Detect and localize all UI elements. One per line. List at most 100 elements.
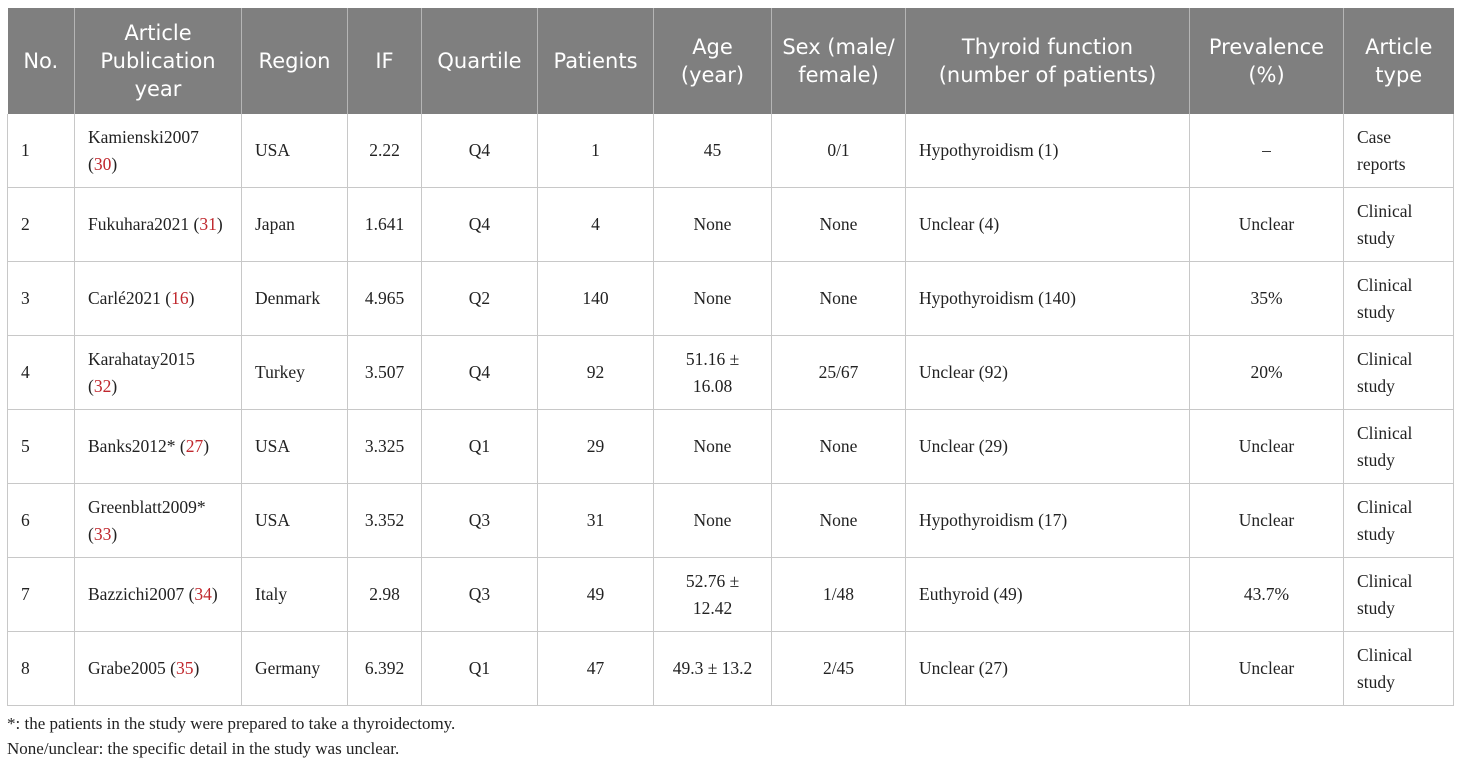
cell-prevalence: Unclear [1189,483,1344,558]
table-row: 6 Greenblatt2009* (33) USA 3.352 Q3 31 None Non… [7,483,1454,558]
data-table: No. Article Publication year Region IF Q… [7,8,1454,706]
cell-thyroid-function: Unclear (92) [905,335,1190,410]
header-cell: Article type [1343,8,1454,114]
cell-sex: None [771,261,906,336]
cell-age: 45 [653,114,772,188]
cell-prevalence: 20% [1189,335,1344,410]
cell-article-type: Clinical study [1343,631,1454,706]
article-name: Grabe2005 [88,658,166,678]
reference-link[interactable]: 35 [175,658,194,678]
cell-if: 1.641 [347,187,422,262]
cell-patients: 140 [537,261,654,336]
reference-link[interactable]: 34 [194,584,212,604]
cell-article-type: Clinical study [1343,335,1454,410]
cell-age: 52.76 ± 12.42 [653,557,772,632]
table-row: 3 Carlé2021 (16) Denmark 4.965 Q2 140 None None… [7,261,1454,336]
cell-region: Germany [241,631,348,706]
header-row: No. Article Publication year Region IF Q… [7,8,1454,114]
cell-thyroid-function: Unclear (27) [905,631,1190,706]
cell-article: Kamienski2007 (30) [74,114,242,188]
cell-age: None [653,483,772,558]
cell-prevalence: 35% [1189,261,1344,336]
reference-link[interactable]: 31 [199,214,217,234]
cell-age: None [653,261,772,336]
cell-region: USA [241,409,348,484]
cell-prevalence: – [1189,114,1344,188]
cell-article-type: Clinical study [1343,261,1454,336]
cell-sex: 2/45 [771,631,906,706]
cell-prevalence: Unclear [1189,187,1344,262]
table-body: 1 Kamienski2007 (30) USA 2.22 Q4 1 45 0/1 Hypoth… [7,114,1454,706]
cell-no: 7 [7,557,75,632]
cell-sex: None [771,187,906,262]
cell-article: Fukuhara2021 (31) [74,187,242,262]
cell-article: Bazzichi2007 (34) [74,557,242,632]
cell-no: 3 [7,261,75,336]
cell-thyroid-function: Unclear (29) [905,409,1190,484]
cell-if: 2.22 [347,114,422,188]
cell-no: 6 [7,483,75,558]
cell-article-type: Clinical study [1343,409,1454,484]
header-cell: IF [347,8,422,114]
cell-prevalence: 43.7% [1189,557,1344,632]
article-name: Fukuhara2021 [88,214,190,234]
cell-if: 4.965 [347,261,422,336]
reference-link[interactable]: 16 [171,288,189,308]
table-row: 1 Kamienski2007 (30) USA 2.22 Q4 1 45 0/1 Hypoth… [7,114,1454,188]
table-container: No. Article Publication year Region IF Q… [7,8,1454,706]
table-row: 2 Fukuhara2021 (31) Japan 1.641 Q4 4 None None U… [7,187,1454,262]
cell-thyroid-function: Euthyroid (49) [905,557,1190,632]
article-name: Banks2012* [88,436,176,456]
cell-patients: 92 [537,335,654,410]
cell-quartile: Q3 [421,483,538,558]
cell-patients: 49 [537,557,654,632]
header-cell: Quartile [421,8,538,114]
header-cell: Patients [537,8,654,114]
cell-article: Greenblatt2009* (33) [74,483,242,558]
cell-if: 3.325 [347,409,422,484]
reference-link[interactable]: 30 [93,153,112,174]
cell-article-type: Case reports [1343,114,1454,188]
cell-no: 4 [7,335,75,410]
header-cell: Prevalence (%) [1189,8,1344,114]
cell-thyroid-function: Hypothyroidism (1) [905,114,1190,188]
cell-patients: 29 [537,409,654,484]
cell-article: Carlé2021 (16) [74,261,242,336]
cell-sex: 0/1 [771,114,906,188]
cell-quartile: Q4 [421,114,538,188]
table-row: 5 Banks2012* (27) USA 3.325 Q1 29 None None Uncl… [7,409,1454,484]
cell-quartile: Q4 [421,335,538,410]
cell-age: 51.16 ± 16.08 [653,335,772,410]
cell-no: 2 [7,187,75,262]
cell-quartile: Q2 [421,261,538,336]
reference-link[interactable]: 33 [93,523,112,544]
cell-no: 5 [7,409,75,484]
cell-patients: 1 [537,114,654,188]
cell-if: 3.352 [347,483,422,558]
cell-article-type: Clinical study [1343,557,1454,632]
cell-region: Italy [241,557,348,632]
cell-prevalence: Unclear [1189,631,1344,706]
cell-article-type: Clinical study [1343,187,1454,262]
cell-sex: None [771,409,906,484]
reference-link[interactable]: 27 [185,436,204,456]
cell-quartile: Q3 [421,557,538,632]
article-name: Karahatay2015 [88,348,195,369]
article-name: Kamienski2007 [88,126,199,147]
cell-region: USA [241,483,348,558]
cell-region: USA [241,114,348,188]
header-cell: Sex (male/ female) [771,8,906,114]
cell-age: None [653,409,772,484]
cell-thyroid-function: Hypothyroidism (140) [905,261,1190,336]
footnote-asterisk: *: the patients in the study were prepar… [7,714,456,733]
cell-patients: 47 [537,631,654,706]
cell-quartile: Q1 [421,409,538,484]
cell-region: Denmark [241,261,348,336]
header-cell: Thyroid function (number of patients) [905,8,1190,114]
cell-sex: 1/48 [771,557,906,632]
cell-no: 8 [7,631,75,706]
reference-link[interactable]: 32 [93,375,112,396]
cell-article-type: Clinical study [1343,483,1454,558]
cell-region: Turkey [241,335,348,410]
header-cell: Article Publication year [74,8,242,114]
